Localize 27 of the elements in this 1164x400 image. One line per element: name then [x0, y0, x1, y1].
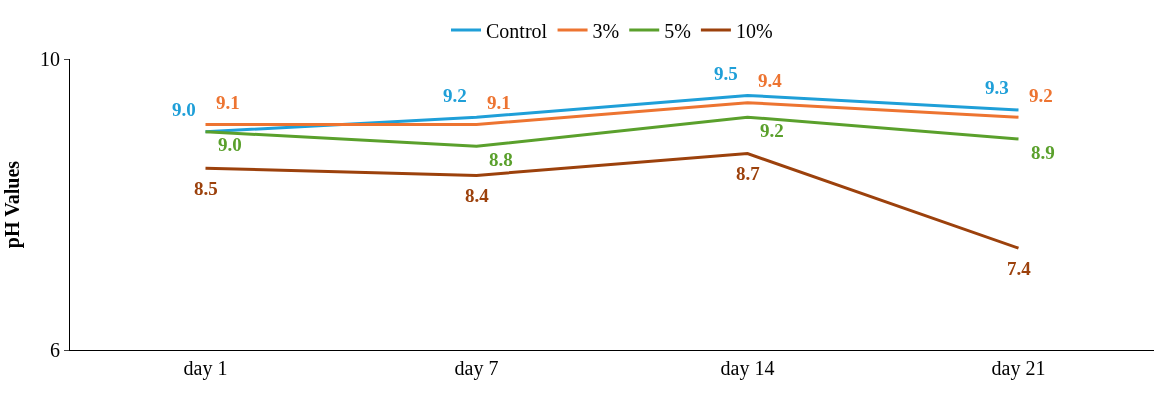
- data-label: 8.7: [736, 163, 761, 184]
- data-label: 7.4: [1007, 258, 1032, 279]
- data-label: 9.1: [487, 92, 511, 113]
- x-tick-label: day 21: [991, 357, 1046, 380]
- data-label: 8.8: [489, 149, 513, 170]
- data-label: 9.5: [714, 63, 738, 84]
- data-label: 8.5: [194, 178, 218, 199]
- legend-label: 5%: [664, 19, 691, 42]
- data-label: 9.0: [218, 134, 242, 155]
- data-label: 9.2: [1029, 85, 1053, 106]
- legend-label: Control: [486, 19, 548, 42]
- legend-label: 10%: [735, 19, 773, 42]
- data-label: 9.2: [760, 120, 784, 141]
- x-tick-label: day 1: [183, 357, 228, 380]
- y-tick-label: 6: [50, 339, 60, 361]
- y-tick-label: 10: [40, 48, 60, 70]
- data-label: 9.2: [443, 85, 467, 106]
- data-label: 8.4: [465, 185, 490, 206]
- x-tick-label: day 7: [454, 357, 499, 380]
- y-axis-title: pH Values: [0, 160, 24, 249]
- legend-label: 3%: [592, 19, 620, 42]
- x-tick-label: day 14: [720, 357, 775, 380]
- data-label: 9.1: [216, 92, 240, 113]
- data-label: 9.4: [758, 70, 783, 91]
- data-label: 9.0: [172, 99, 196, 120]
- data-label: 8.9: [1031, 142, 1055, 163]
- data-label: 9.3: [985, 77, 1009, 98]
